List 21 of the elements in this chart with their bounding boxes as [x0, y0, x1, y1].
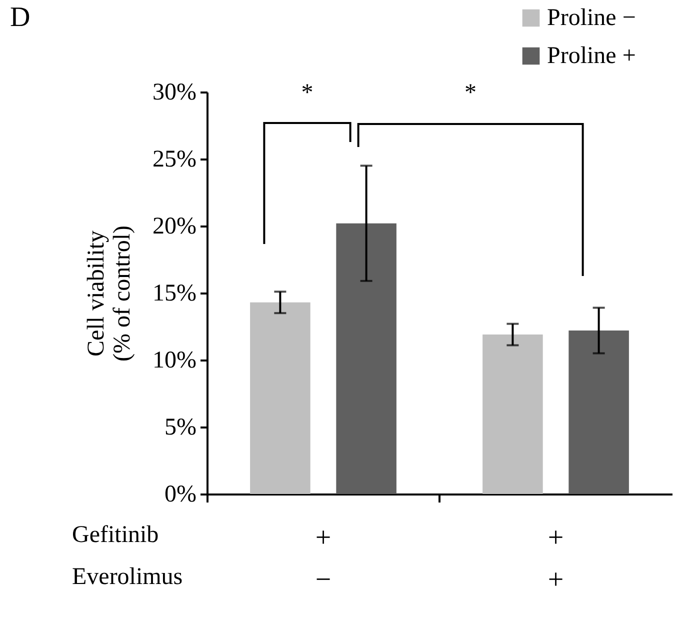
legend-label: Proline + [547, 43, 636, 69]
y-tick-label: 5% [164, 414, 196, 440]
text: Gefitinib [72, 522, 159, 549]
y-tick-label: 10% [152, 348, 196, 374]
chart-title: D [10, 2, 30, 34]
x-tick-label: + + [548, 522, 564, 596]
y-tick-label: 0% [164, 482, 196, 508]
bar [568, 330, 629, 494]
y-axis-title: Cell viability (% of control) [84, 226, 136, 362]
y-tick-label: 30% [152, 80, 196, 106]
y-tick-label: 25% [152, 146, 196, 172]
y-tick-label: 15% [152, 280, 196, 306]
y-tick-label: 20% [152, 214, 196, 240]
x-tick-label: + − [315, 522, 332, 596]
bar [336, 223, 396, 494]
text: Everolimus [72, 564, 183, 591]
annotation: * [301, 80, 314, 107]
bar [250, 302, 310, 494]
legend-label: Proline − [547, 5, 636, 31]
annotation: * [464, 80, 477, 107]
bar [482, 334, 543, 494]
